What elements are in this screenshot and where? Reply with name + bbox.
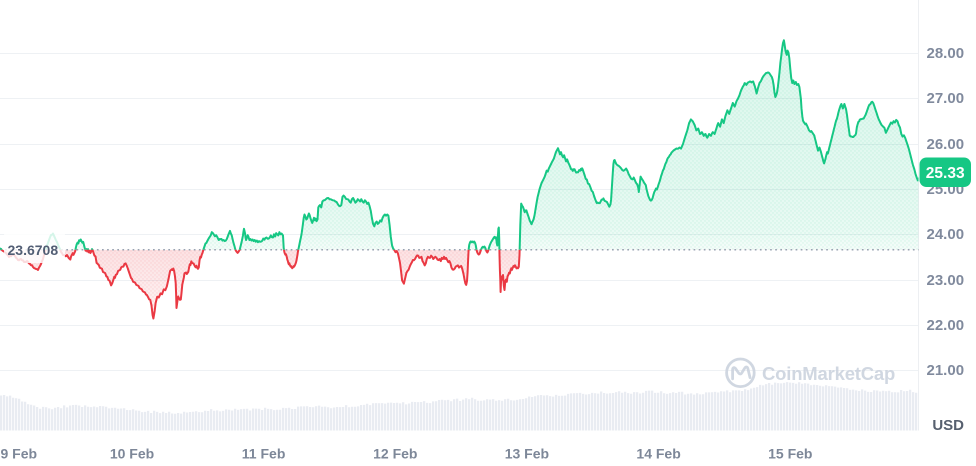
svg-text:14 Feb: 14 Feb xyxy=(636,446,680,462)
svg-text:27.00: 27.00 xyxy=(927,90,965,107)
svg-text:10 Feb: 10 Feb xyxy=(110,446,154,462)
svg-text:28.00: 28.00 xyxy=(927,45,965,62)
svg-text:9 Feb: 9 Feb xyxy=(1,446,38,462)
svg-text:12 Feb: 12 Feb xyxy=(373,446,417,462)
svg-text:21.00: 21.00 xyxy=(927,362,965,379)
svg-text:25.33: 25.33 xyxy=(926,165,965,182)
svg-text:USD: USD xyxy=(932,417,964,434)
svg-text:11 Feb: 11 Feb xyxy=(242,446,286,462)
svg-text:23.6708: 23.6708 xyxy=(8,242,59,258)
svg-text:13 Feb: 13 Feb xyxy=(505,446,549,462)
svg-text:26.00: 26.00 xyxy=(927,136,965,153)
svg-text:15 Feb: 15 Feb xyxy=(768,446,812,462)
svg-text:23.00: 23.00 xyxy=(927,272,965,289)
svg-text:24.00: 24.00 xyxy=(927,226,965,243)
svg-text:CoinMarketCap: CoinMarketCap xyxy=(762,363,895,384)
svg-text:22.00: 22.00 xyxy=(927,317,965,334)
